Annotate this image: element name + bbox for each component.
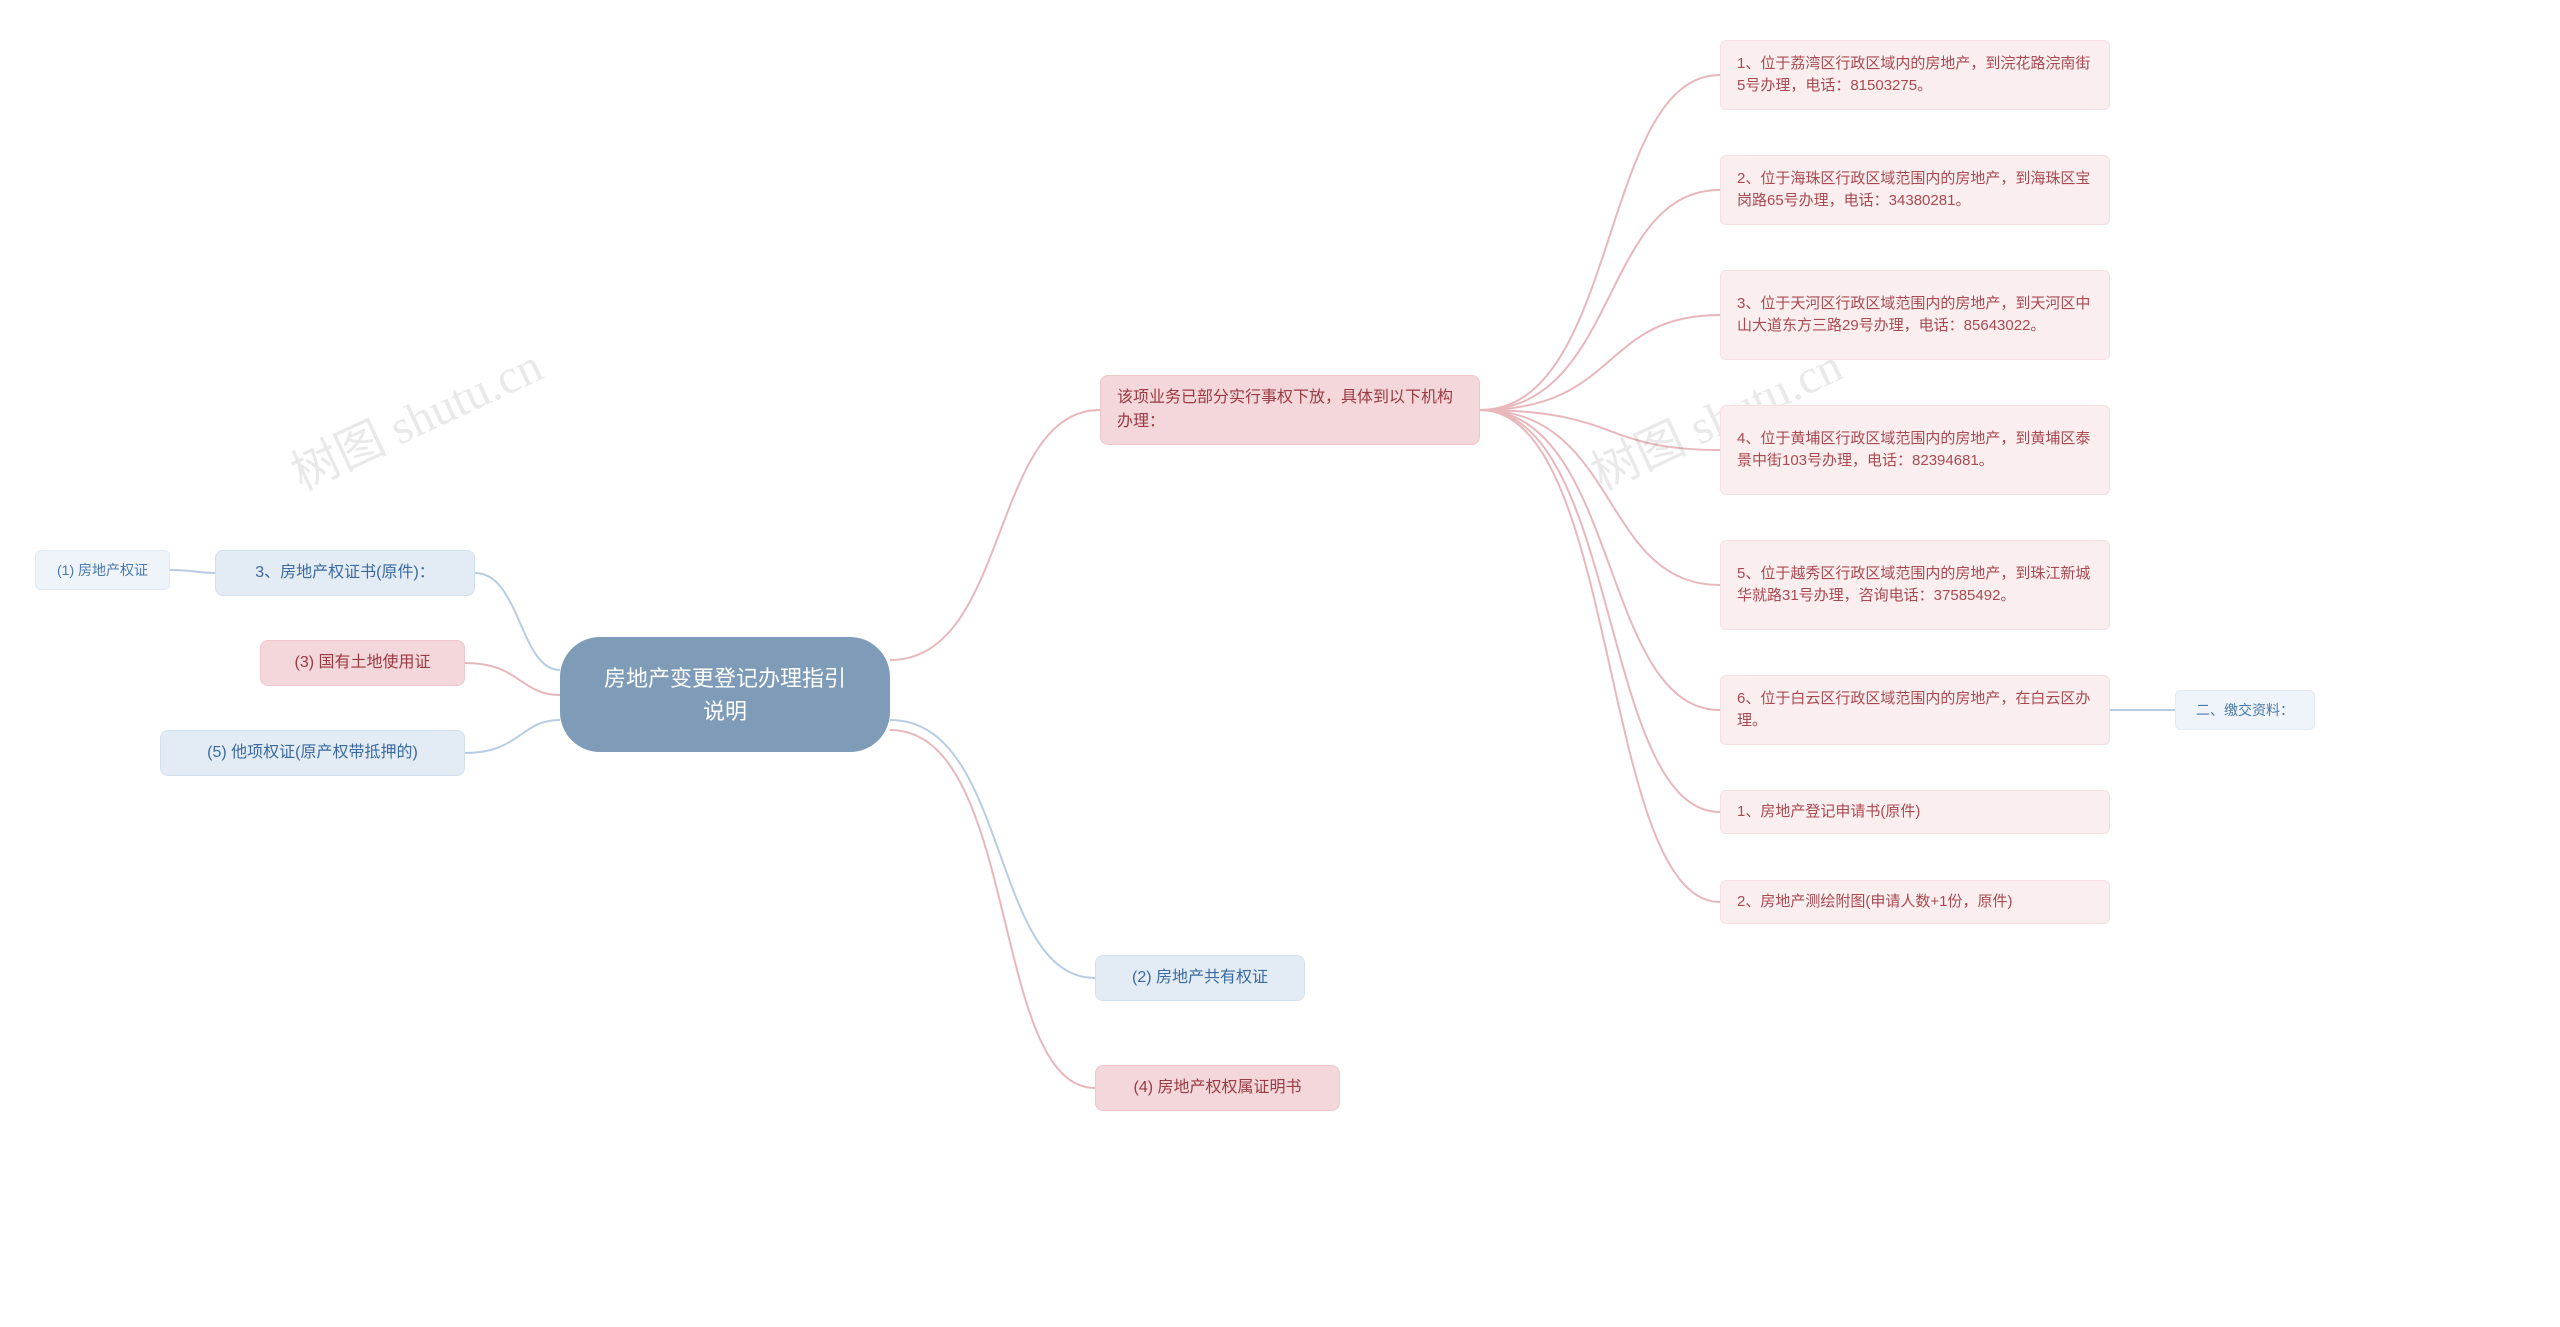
leaf-district-4[interactable]: 4、位于黄埔区行政区域范围内的房地产，到黄埔区泰景中街103号办理，电话：823…	[1720, 405, 2110, 495]
edge-n_institutions-leaf_d4	[1480, 410, 1720, 450]
edge-n_institutions-leaf_d1	[1480, 75, 1720, 410]
leaf-survey-map[interactable]: 2、房地产测绘附图(申请人数+1份，原件)	[1720, 880, 2110, 924]
node-coown-cert[interactable]: (2) 房地产共有权证	[1095, 955, 1305, 1001]
watermark-1: 树图 shutu.cn	[278, 326, 552, 503]
edge-n_institutions-leaf_d5	[1480, 410, 1720, 585]
edge-n_institutions-leaf_d7	[1480, 410, 1720, 812]
edge-root-n_cert_book	[475, 573, 560, 670]
root-node[interactable]: 房地产变更登记办理指引说明	[560, 637, 890, 752]
node-institutions[interactable]: 该项业务已部分实行事权下放，具体到以下机构办理：	[1100, 375, 1480, 445]
edge-root-n_other_rights	[465, 720, 560, 753]
leaf-district-2[interactable]: 2、位于海珠区行政区域范围内的房地产，到海珠区宝岗路65号办理，电话：34380…	[1720, 155, 2110, 225]
leaf-district-3[interactable]: 3、位于天河区行政区域范围内的房地产，到天河区中山大道东方三路29号办理，电话：…	[1720, 270, 2110, 360]
node-ownership-cert[interactable]: (4) 房地产权权属证明书	[1095, 1065, 1340, 1111]
leaf-district-1[interactable]: 1、位于荔湾区行政区域内的房地产，到浣花路浣南街5号办理，电话：81503275…	[1720, 40, 2110, 110]
leaf-application-form[interactable]: 1、房地产登记申请书(原件)	[1720, 790, 2110, 834]
edge-root-n_owncert	[890, 730, 1095, 1088]
leaf-submit-materials[interactable]: 二、缴交资料：	[2175, 690, 2315, 730]
leaf-property-cert[interactable]: (1) 房地产权证	[35, 550, 170, 590]
edge-root-n_institutions	[890, 410, 1100, 660]
edge-n_institutions-leaf_d2	[1480, 190, 1720, 410]
edge-n_institutions-leaf_d3	[1480, 315, 1720, 410]
node-other-rights-cert[interactable]: (5) 他项权证(原产权带抵押的)	[160, 730, 465, 776]
edge-n_institutions-leaf_d8	[1480, 410, 1720, 902]
edge-n_cert_book-leaf_propcert	[170, 570, 215, 573]
node-cert-book[interactable]: 3、房地产权证书(原件)：	[215, 550, 475, 596]
edge-root-n_land_use	[465, 663, 560, 695]
edge-root-n_coown	[890, 720, 1095, 978]
edge-n_institutions-leaf_d6	[1480, 410, 1720, 710]
leaf-district-6[interactable]: 6、位于白云区行政区域范围内的房地产，在白云区办理。	[1720, 675, 2110, 745]
node-land-use-cert[interactable]: (3) 国有土地使用证	[260, 640, 465, 686]
leaf-district-5[interactable]: 5、位于越秀区行政区域范围内的房地产，到珠江新城华就路31号办理，咨询电话：37…	[1720, 540, 2110, 630]
